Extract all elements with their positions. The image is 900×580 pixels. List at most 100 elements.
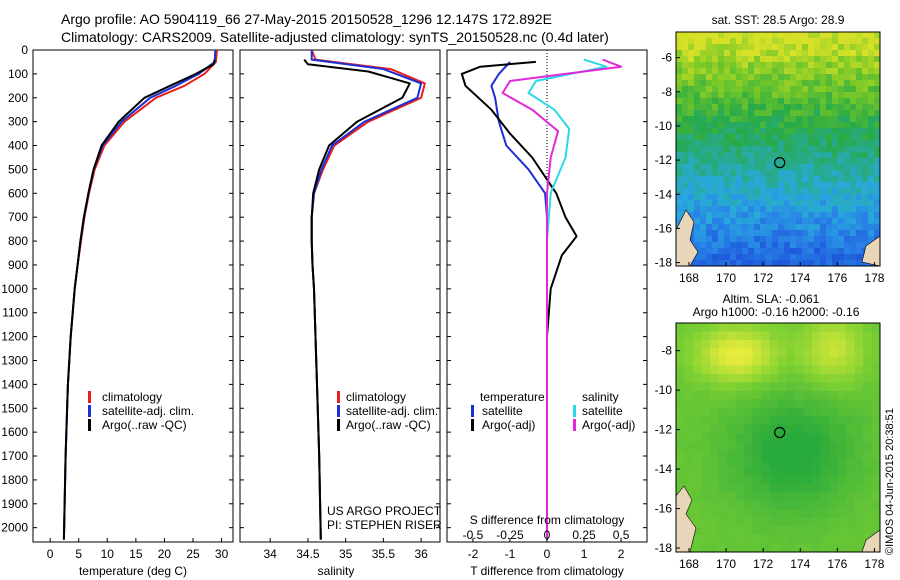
legend-swatch-t-argo bbox=[471, 419, 474, 431]
heatmap-cell bbox=[700, 134, 707, 141]
heatmap-cell bbox=[718, 236, 725, 243]
heatmap-cell bbox=[742, 248, 749, 255]
heatmap-cell bbox=[752, 373, 762, 383]
heatmap-cell bbox=[856, 122, 863, 129]
heatmap-cell bbox=[820, 122, 827, 129]
heatmap-cell bbox=[874, 80, 881, 87]
heatmap-cell bbox=[760, 134, 767, 141]
heatmap-cell bbox=[760, 122, 767, 129]
heatmap-cell bbox=[742, 224, 749, 231]
heatmap-cell bbox=[730, 230, 737, 237]
heatmap-cell bbox=[856, 56, 863, 63]
heatmap-cell bbox=[706, 62, 713, 69]
heatmap-cell bbox=[832, 212, 839, 219]
heatmap-cell bbox=[826, 194, 833, 201]
heatmap-cell bbox=[754, 116, 761, 123]
heatmap-cell bbox=[814, 134, 821, 141]
heatmap-cell bbox=[766, 188, 773, 195]
heatmap-cell bbox=[682, 170, 689, 177]
heatmap-cell bbox=[844, 200, 851, 207]
heatmap-cell bbox=[718, 509, 728, 519]
heatmap-cell bbox=[820, 62, 827, 69]
heatmap-cell bbox=[814, 86, 821, 93]
heatmap-cell bbox=[778, 146, 785, 153]
heatmap-cell bbox=[700, 116, 707, 123]
heatmap-cell bbox=[754, 242, 761, 249]
heatmap-cell bbox=[808, 68, 815, 75]
heatmap-cell bbox=[820, 116, 827, 123]
heatmap-cell bbox=[694, 110, 701, 117]
heatmap-cell bbox=[724, 248, 731, 255]
x-tick-label: 35.5 bbox=[372, 547, 396, 561]
heatmap-cell bbox=[846, 535, 855, 544]
heatmap-cell bbox=[812, 382, 821, 392]
heatmap-cell bbox=[693, 535, 702, 544]
heatmap-cell bbox=[735, 348, 745, 358]
heatmap-cell bbox=[736, 188, 743, 195]
heatmap-cell bbox=[812, 535, 821, 544]
heatmap-cell bbox=[701, 543, 711, 553]
heatmap-cell bbox=[748, 92, 755, 99]
heatmap-cell bbox=[846, 518, 855, 527]
heatmap-cell bbox=[850, 128, 857, 135]
heatmap-cell bbox=[820, 543, 830, 553]
lon-tick-label: 174 bbox=[790, 271, 810, 285]
heatmap-cell bbox=[684, 407, 694, 417]
heatmap-cell bbox=[846, 424, 855, 434]
heatmap-cell bbox=[812, 339, 821, 349]
heatmap-cell bbox=[802, 104, 809, 111]
heatmap-cell bbox=[838, 110, 845, 117]
heatmap-cell bbox=[826, 116, 833, 123]
heatmap-cell bbox=[712, 128, 719, 135]
heatmap-cell bbox=[682, 68, 689, 75]
heatmap-cell bbox=[786, 407, 796, 417]
heatmap-cell bbox=[766, 230, 773, 237]
heatmap-cell bbox=[718, 224, 725, 231]
heatmap-cell bbox=[693, 441, 702, 451]
heatmap-cell bbox=[706, 170, 713, 177]
heatmap-cell bbox=[760, 74, 767, 81]
heatmap-cell bbox=[761, 467, 770, 476]
heatmap-cell bbox=[727, 399, 736, 409]
heatmap-cell bbox=[766, 176, 773, 183]
difference-x-ticks: -2 -1 0 1 2-0.5 -0.25 0 0.25 0.5 bbox=[463, 528, 630, 561]
heatmap-cell bbox=[820, 331, 830, 341]
heatmap-cell bbox=[808, 134, 815, 141]
heatmap-cell bbox=[730, 146, 737, 153]
heatmap-cell bbox=[772, 218, 779, 225]
heatmap-cell bbox=[682, 200, 689, 207]
heatmap-cell bbox=[862, 152, 869, 159]
heatmap-cell bbox=[826, 206, 833, 213]
heatmap-cell bbox=[826, 230, 833, 237]
heatmap-cell bbox=[748, 212, 755, 219]
heatmap-cell bbox=[826, 50, 833, 57]
heatmap-cell bbox=[676, 182, 683, 189]
heatmap-cell bbox=[754, 110, 761, 117]
heatmap-cell bbox=[778, 182, 785, 189]
lon-tick-label: 176 bbox=[827, 557, 847, 571]
lon-tick-label: 172 bbox=[753, 557, 773, 571]
heatmap-cell bbox=[826, 128, 833, 135]
temperature-lines bbox=[62, 49, 218, 540]
heatmap-cell bbox=[772, 254, 779, 261]
heatmap-cell bbox=[735, 365, 745, 375]
heatmap-cell bbox=[676, 450, 685, 459]
heatmap-cell bbox=[712, 218, 719, 225]
heatmap-cell bbox=[802, 146, 809, 153]
heatmap-cell bbox=[700, 254, 707, 261]
lat-tick-label: -8 bbox=[661, 344, 672, 358]
heatmap-cell bbox=[760, 68, 767, 75]
heatmap-cell bbox=[727, 339, 736, 349]
heatmap-cell bbox=[693, 339, 702, 349]
heatmap-cell bbox=[844, 134, 851, 141]
heatmap-cell bbox=[790, 182, 797, 189]
heatmap-cell bbox=[706, 146, 713, 153]
lon-tick-label: 170 bbox=[716, 271, 736, 285]
heatmap-cell bbox=[786, 365, 796, 375]
heatmap-cell bbox=[701, 331, 711, 341]
heatmap-cell bbox=[802, 212, 809, 219]
heatmap-cell bbox=[706, 260, 713, 267]
heatmap-cell bbox=[786, 501, 796, 510]
heatmap-cell bbox=[727, 407, 736, 417]
heatmap-cell bbox=[786, 373, 796, 383]
